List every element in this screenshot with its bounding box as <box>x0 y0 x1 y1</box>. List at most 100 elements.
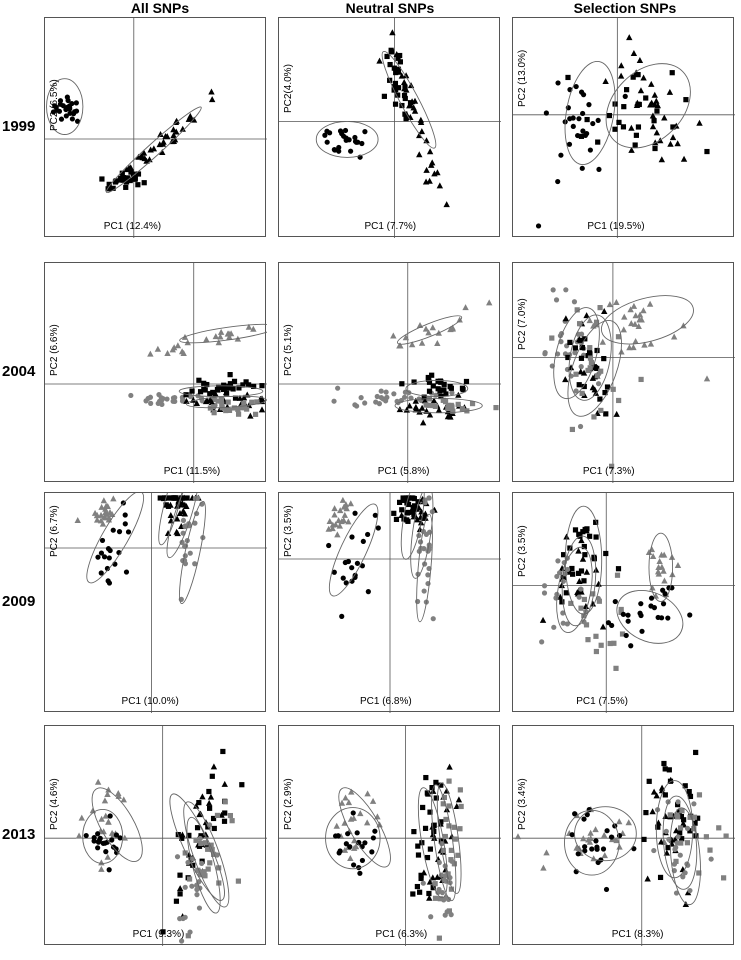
column-header-all-snps: All SNPs <box>130 0 190 16</box>
data-point-grey-triangles <box>626 344 633 351</box>
confidence-ellipse <box>400 493 425 560</box>
data-point-grey-squares <box>569 426 575 433</box>
row-header-2004: 2004 <box>2 363 36 380</box>
data-point-grey-squares <box>182 850 188 856</box>
data-point-black-circles <box>662 591 668 597</box>
data-point-grey-squares <box>588 359 595 366</box>
data-point-grey-circles <box>383 398 389 404</box>
confidence-ellipse <box>561 535 597 627</box>
data-point-grey-squares <box>211 410 217 416</box>
data-point-grey-triangles <box>632 338 639 345</box>
data-point-black-triangles <box>398 512 405 519</box>
data-point-triangles <box>667 140 674 147</box>
data-point-grey-triangles <box>674 561 682 568</box>
data-point-grey-squares <box>216 865 222 871</box>
data-point-black-squares <box>662 766 668 772</box>
data-point-black-circles <box>343 580 349 586</box>
data-point-circles <box>566 141 573 147</box>
data-point-black-squares <box>581 543 587 550</box>
data-point-black-triangles <box>418 404 426 411</box>
data-point-black-circles <box>110 527 116 533</box>
data-point-grey-squares <box>459 406 466 412</box>
pc2-axis-label: PC2 (6.5%) <box>49 79 60 131</box>
data-point-black-circles <box>584 812 590 818</box>
data-point-grey-squares <box>432 881 438 887</box>
data-point-grey-circles <box>428 914 434 920</box>
data-point-black-circles <box>331 569 337 575</box>
data-point-triangles <box>417 118 425 125</box>
data-point-circles <box>352 134 358 141</box>
data-point-grey-circles <box>677 852 683 858</box>
data-point-black-circles <box>103 849 109 855</box>
confidence-ellipse <box>315 120 379 158</box>
data-point-grey-triangles <box>390 332 397 339</box>
data-point-grey-circles <box>391 391 397 397</box>
data-point-black-triangles <box>563 533 570 540</box>
data-point-black-circles <box>628 643 634 649</box>
data-point-black-circles <box>620 611 626 617</box>
data-point-grey-circles <box>560 620 566 626</box>
data-point-black-squares <box>232 395 239 401</box>
data-point-grey-circles <box>448 912 454 918</box>
data-point-black-triangles <box>574 589 581 596</box>
confidence-ellipse <box>82 808 124 864</box>
data-point-circles <box>590 120 596 127</box>
confidence-ellipse <box>662 795 698 890</box>
data-point-grey-triangles <box>625 819 632 826</box>
data-point-black-triangles <box>426 411 434 418</box>
data-point-triangles <box>626 34 633 41</box>
data-point-grey-squares <box>691 814 698 820</box>
confidence-ellipse <box>186 395 267 409</box>
data-point-black-circles <box>637 610 643 616</box>
data-point-black-circles <box>581 816 587 822</box>
data-point-triangles <box>396 68 403 75</box>
data-point-black-circles <box>365 531 371 538</box>
data-point-grey-circles <box>578 586 584 592</box>
data-point-circles <box>64 94 70 100</box>
data-point-grey-triangles <box>343 505 350 512</box>
data-point-black-circles <box>342 559 348 566</box>
data-point-squares <box>393 69 399 76</box>
data-point-black-squares <box>604 384 611 390</box>
data-point-black-triangles <box>579 555 587 562</box>
data-point-triangles <box>647 101 654 108</box>
pc2-axis-label: PC2 (6.7%) <box>49 505 60 557</box>
data-point-circles <box>582 132 589 138</box>
data-point-grey-circles <box>189 883 195 889</box>
data-point-black-triangles <box>210 763 218 770</box>
data-point-black-squares <box>441 387 447 393</box>
data-point-black-triangles <box>613 410 620 417</box>
data-point-grey-squares <box>219 401 225 407</box>
data-point-grey-circles <box>439 890 446 896</box>
confidence-ellipse <box>648 532 674 603</box>
data-point-triangles <box>634 99 641 106</box>
data-point-squares <box>395 85 402 91</box>
data-point-triangles <box>674 140 681 147</box>
data-point-black-squares <box>572 345 578 351</box>
data-point-circles <box>73 100 79 106</box>
data-point-black-squares <box>399 381 405 387</box>
data-point-black-circles <box>97 835 103 841</box>
data-point-grey-triangles <box>616 843 623 850</box>
data-point-black-circles <box>335 833 341 839</box>
data-point-black-squares <box>391 510 397 516</box>
data-point-grey-squares <box>235 878 242 884</box>
data-point-black-triangles <box>175 498 182 505</box>
data-point-grey-circles <box>378 388 384 394</box>
data-point-grey-triangles <box>74 517 81 524</box>
confidence-ellipse <box>416 513 433 623</box>
data-point-squares <box>578 133 585 139</box>
data-point-black-squares <box>430 885 436 891</box>
data-point-grey-triangles <box>580 835 587 842</box>
data-point-grey-triangles <box>341 846 349 853</box>
data-point-black-squares <box>177 891 183 897</box>
pca-panel-1999-all-snps: PC1 (12.4%) PC2 (6.5%) <box>44 17 267 238</box>
pc1-axis-label: PC1 (6.3%) <box>375 929 428 940</box>
data-point-grey-triangles <box>647 340 655 347</box>
confidence-ellipse <box>556 546 593 633</box>
data-point-black-circles <box>589 846 595 852</box>
data-point-grey-squares <box>225 399 231 405</box>
row-header-2009: 2009 <box>2 593 36 610</box>
data-point-black-triangles <box>212 390 219 397</box>
data-point-circles <box>580 92 587 98</box>
